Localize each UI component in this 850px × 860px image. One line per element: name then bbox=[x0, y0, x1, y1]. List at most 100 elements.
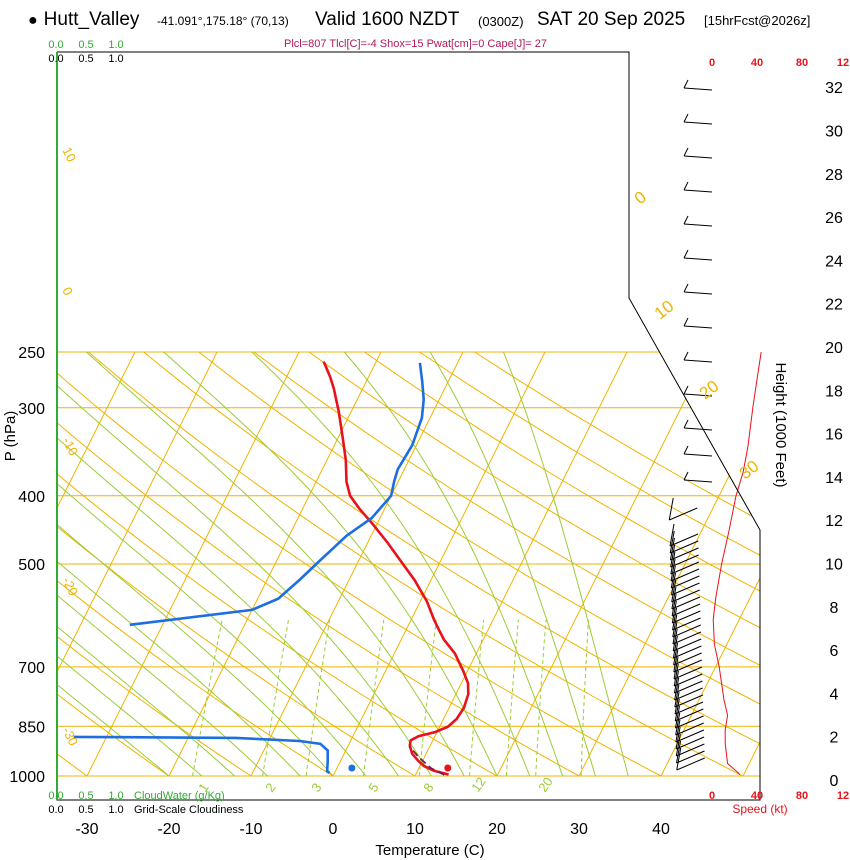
pressure-tick: 400 bbox=[18, 489, 45, 506]
mixing-ratio-label: 5 bbox=[365, 780, 381, 795]
temperature-tick: -30 bbox=[75, 821, 98, 838]
valid-date: SAT 20 Sep 2025 bbox=[537, 9, 686, 30]
plot-frame bbox=[56, 51, 761, 801]
wind-barb-flag bbox=[670, 551, 676, 575]
wind-barb bbox=[671, 603, 701, 617]
adiabat-label: 10 bbox=[651, 297, 678, 324]
pressure-tick: 300 bbox=[18, 401, 45, 418]
wind-barbs bbox=[668, 79, 713, 771]
wind-barb-flag bbox=[683, 283, 689, 293]
adiabat-label: 30 bbox=[736, 457, 763, 484]
height-tick: 30 bbox=[825, 124, 843, 141]
dry-adiabat-line bbox=[253, 351, 760, 777]
wind-barb-flag bbox=[674, 705, 680, 729]
moist-adiabat-line bbox=[57, 351, 400, 777]
wind-barb bbox=[676, 757, 705, 771]
wind-barb-flag bbox=[683, 351, 689, 361]
wind-barb-flag bbox=[672, 635, 678, 659]
temperature-tick: 20 bbox=[488, 821, 506, 838]
wind-barb bbox=[672, 638, 702, 652]
height-tick: 10 bbox=[825, 557, 843, 574]
moist-adiabat-line bbox=[251, 351, 531, 777]
height-tick: 6 bbox=[830, 643, 839, 660]
wind-barb-flag bbox=[670, 544, 676, 568]
wind-barb bbox=[683, 325, 713, 329]
valid-time: Valid 1600 NZDT bbox=[315, 9, 460, 30]
moist-adiabat-line bbox=[57, 351, 268, 777]
dry-adiabat-line bbox=[419, 351, 760, 777]
isotherm-label: 0 bbox=[59, 285, 76, 298]
wind-barb-flag bbox=[673, 663, 679, 687]
wind-barb-flag bbox=[675, 719, 681, 743]
wind-barb-flag bbox=[672, 628, 678, 652]
dry-adiabat-line bbox=[474, 351, 760, 777]
dry-adiabat-line bbox=[364, 351, 760, 777]
wind-barb-flag bbox=[675, 726, 681, 750]
cloud-water-scale-bottom: 0.5 bbox=[78, 790, 93, 802]
wind-barb bbox=[675, 708, 704, 722]
cloud-water-scale-bottom: 1.0 bbox=[108, 790, 123, 802]
temperature-tick: 0 bbox=[329, 821, 338, 838]
wind-barb-flag bbox=[675, 712, 681, 736]
dry-adiabat-line bbox=[198, 351, 760, 777]
wind-barb-flag bbox=[672, 607, 678, 631]
isotherm-line bbox=[168, 351, 382, 777]
speed-scale-top: 0 bbox=[709, 57, 715, 69]
mixing-ratio-label: 20 bbox=[535, 774, 556, 794]
mixing-ratio-label: 2 bbox=[262, 780, 278, 795]
wind-barb-flag bbox=[683, 249, 689, 259]
pressure-tick: 700 bbox=[18, 660, 45, 677]
cloudiness-scale-top: 1.0 bbox=[108, 53, 123, 65]
wind-barb bbox=[683, 453, 713, 457]
x-axis-label: Temperature (C) bbox=[375, 842, 484, 859]
moist-adiabat-line bbox=[85, 351, 465, 777]
wind-barb-flag bbox=[670, 572, 676, 596]
wind-barb-flag bbox=[670, 558, 676, 582]
mixing-ratio-label: 3 bbox=[308, 780, 324, 795]
wind-barb bbox=[673, 659, 702, 673]
wind-barb bbox=[676, 750, 705, 764]
height-tick: 16 bbox=[825, 427, 843, 444]
cloudiness-label: Grid-Scale Cloudiness bbox=[134, 804, 244, 816]
cloud-water-scale-bottom: 0.0 bbox=[48, 790, 63, 802]
height-tick: 0 bbox=[830, 773, 839, 790]
wind-barb bbox=[674, 701, 704, 715]
wind-barb bbox=[683, 155, 713, 159]
wind-barb bbox=[671, 582, 700, 596]
height-tick: 4 bbox=[830, 686, 839, 703]
station-title: ● Hutt_Valley bbox=[28, 9, 139, 31]
height-tick: 8 bbox=[830, 600, 839, 617]
valid-time-utc: (0300Z) bbox=[478, 14, 524, 29]
wind-barb bbox=[683, 189, 713, 193]
adiabat-label: 20 bbox=[696, 377, 723, 404]
wind-barb bbox=[673, 645, 702, 659]
height-tick: 32 bbox=[825, 80, 843, 97]
mixing-ratio-line bbox=[192, 619, 223, 777]
cloud-water-scale-top: 0.0 bbox=[48, 39, 63, 51]
wind-barb-flag bbox=[683, 181, 689, 191]
mixing-ratio-line bbox=[505, 619, 519, 777]
pressure-tick: 500 bbox=[18, 557, 45, 574]
cloudiness-scale-top: 0.5 bbox=[78, 53, 93, 65]
cloudiness-scale-bottom: 0.5 bbox=[78, 804, 93, 816]
wind-barb-flag bbox=[674, 691, 680, 715]
mixing-ratio-label: 12 bbox=[468, 774, 489, 794]
pressure-tick: 850 bbox=[18, 719, 45, 736]
temperature-tick: 30 bbox=[570, 821, 588, 838]
wind-barb bbox=[672, 617, 701, 631]
wind-barb bbox=[683, 121, 713, 125]
dry-adiabat-line bbox=[57, 351, 334, 777]
wind-barb bbox=[672, 610, 701, 624]
wind-barb bbox=[683, 427, 713, 431]
dry-adiabat-line bbox=[57, 351, 416, 777]
wind-barb bbox=[669, 507, 698, 521]
wind-barb bbox=[670, 540, 699, 554]
wind-barb bbox=[673, 666, 703, 680]
height-tick: 12 bbox=[825, 513, 843, 530]
moist-adiabat-line bbox=[57, 351, 334, 777]
wind-barb-flag bbox=[683, 385, 689, 395]
wind-barb-flag bbox=[673, 642, 679, 666]
dewpoint-line-lower bbox=[73, 735, 331, 775]
wind-barb-flag bbox=[671, 593, 677, 617]
wind-barb-flag bbox=[668, 497, 674, 521]
